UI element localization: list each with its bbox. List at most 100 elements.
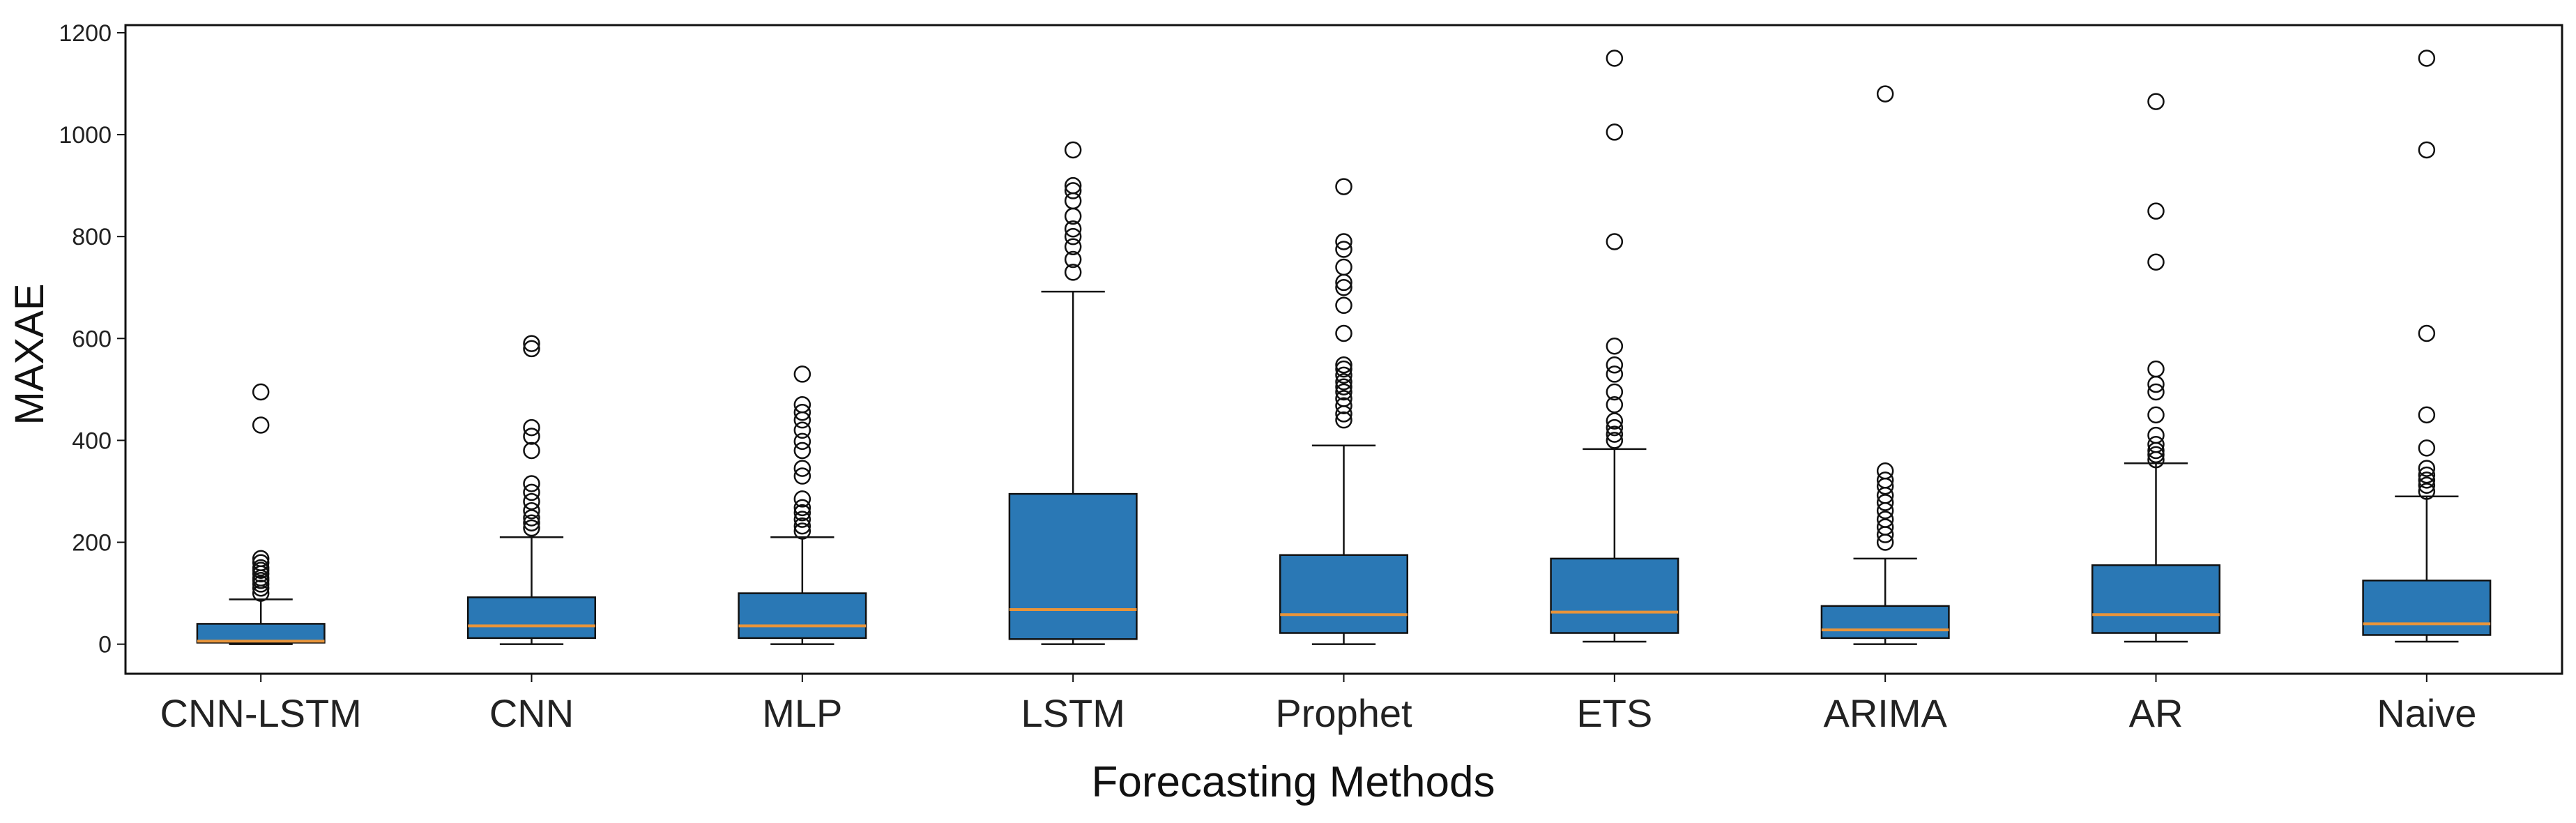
y-tick-label: 800 <box>72 224 112 250</box>
iqr-box <box>196 623 326 644</box>
outlier-point <box>1606 123 1624 141</box>
x-axis-title: Forecasting Methods <box>1092 758 1495 806</box>
x-tick-label: CNN-LSTM <box>160 691 362 735</box>
outlier-point <box>793 441 811 460</box>
outlier-point <box>793 511 811 528</box>
outlier-point <box>2418 460 2436 477</box>
outlier-point <box>2147 202 2165 220</box>
outlier-point <box>523 418 540 437</box>
plot-frame <box>124 24 2563 675</box>
outlier-point <box>523 483 540 501</box>
outlier-point <box>1876 511 1894 528</box>
outlier-point <box>2418 406 2436 424</box>
outlier-point <box>2418 141 2436 159</box>
outlier-point <box>1335 397 1352 414</box>
outlier-point <box>2147 426 2165 444</box>
iqr-box <box>2362 580 2492 636</box>
outlier-point <box>252 554 270 571</box>
outlier-point <box>523 514 540 532</box>
y-axis-title: MAXAE <box>7 283 52 425</box>
x-tick-label: LSTM <box>1021 691 1125 735</box>
y-tick-label: 0 <box>98 632 112 658</box>
x-tick-label: ARIMA <box>1823 691 1947 735</box>
outlier-point <box>1335 178 1352 195</box>
outlier-point <box>2418 324 2436 342</box>
outlier-point <box>523 519 540 537</box>
x-tick-label: AR <box>2129 691 2183 735</box>
outlier-point <box>1606 396 1624 414</box>
x-tick-label: Naive <box>2377 691 2476 735</box>
outlier-point <box>1064 182 1082 199</box>
outlier-point <box>523 428 540 445</box>
outlier-point <box>1606 50 1624 67</box>
outlier-point <box>1335 378 1352 395</box>
outlier-point <box>1335 373 1352 391</box>
iqr-box <box>466 596 597 640</box>
outlier-point <box>523 441 540 460</box>
outlier-point <box>793 504 811 522</box>
x-tick-label: MLP <box>762 691 842 735</box>
y-tick-label: 400 <box>72 428 112 454</box>
y-tick-label: 1000 <box>59 122 112 149</box>
iqr-box <box>738 592 867 640</box>
outlier-point <box>1064 227 1082 246</box>
outlier-point <box>1606 356 1624 374</box>
outlier-point <box>252 416 270 434</box>
outlier-point <box>1064 250 1082 269</box>
outlier-point <box>1876 518 1894 536</box>
outlier-point <box>1606 383 1624 401</box>
outlier-point <box>2147 383 2165 401</box>
x-tick-label: Prophet <box>1275 691 1412 735</box>
outlier-point <box>523 492 540 511</box>
iqr-box <box>1008 492 1138 640</box>
iqr-box <box>1820 605 1950 640</box>
outlier-point <box>1335 296 1352 315</box>
outlier-point <box>1335 241 1352 258</box>
outlier-point <box>252 559 270 577</box>
outlier-point <box>252 383 270 401</box>
outlier-point <box>2147 435 2165 453</box>
outlier-point <box>1876 494 1894 511</box>
outlier-point <box>2147 93 2165 110</box>
outlier-point <box>2147 253 2165 271</box>
outlier-point <box>1064 141 1082 159</box>
y-tick-label: 600 <box>72 326 112 352</box>
outlier-point <box>1606 233 1624 250</box>
outlier-point <box>252 580 270 597</box>
outlier-point <box>1335 258 1352 276</box>
box-prophet <box>1279 178 1409 645</box>
box-mlp <box>738 365 867 645</box>
x-tick-label: ETS <box>1576 691 1652 735</box>
outlier-point <box>1876 462 1894 480</box>
outlier-point <box>1335 356 1352 374</box>
outlier-point <box>793 396 811 414</box>
outlier-point <box>1606 365 1624 383</box>
outlier-point <box>793 432 811 451</box>
y-tick-label: 1200 <box>59 20 112 47</box>
outlier-point <box>1876 85 1894 103</box>
outlier-point <box>1064 238 1082 256</box>
outlier-point <box>2418 466 2436 484</box>
box-series <box>196 50 2492 645</box>
outlier-point <box>2147 360 2165 378</box>
outlier-point <box>252 550 270 568</box>
outlier-point <box>1064 220 1082 238</box>
outlier-point <box>793 517 811 535</box>
box-cnn-lstm <box>196 383 326 645</box>
y-tick-label: 200 <box>72 530 112 557</box>
outlier-point <box>523 475 540 492</box>
outlier-point <box>523 340 540 358</box>
outlier-point <box>793 522 811 540</box>
outlier-point <box>1064 264 1082 281</box>
outlier-point <box>1335 390 1352 407</box>
outlier-point <box>1335 324 1352 342</box>
outlier-point <box>1606 412 1624 430</box>
outlier-point <box>793 403 811 421</box>
outlier-point <box>2418 483 2436 500</box>
outlier-point <box>1606 425 1624 443</box>
outlier-point <box>523 335 540 352</box>
outlier-point <box>1335 366 1352 384</box>
iqr-box <box>1550 557 1679 634</box>
outlier-point <box>523 501 540 520</box>
box-cnn <box>466 335 597 645</box>
